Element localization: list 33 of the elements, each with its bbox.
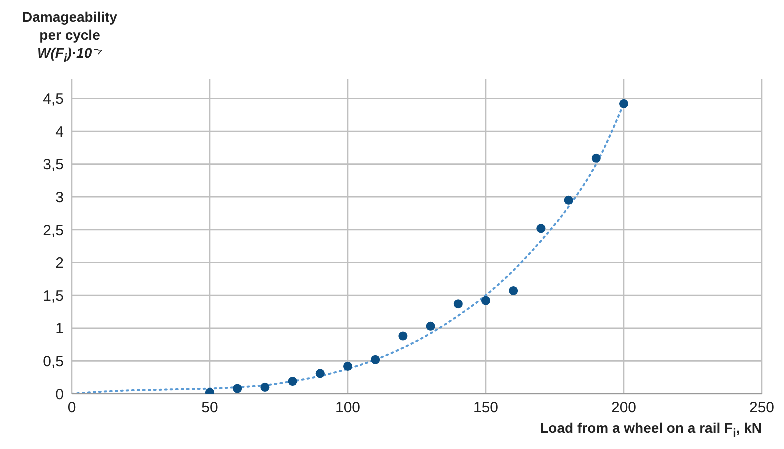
point [509,286,518,296]
x-axis-title: Load from a wheel on a rail F$_{i}$, kN [540,420,762,440]
y-tick-label: 3 [56,189,64,206]
y-axis-title: Damageability per cycle W(F$_{i}$)·10⁻⁷ [22,8,118,67]
point [233,384,242,394]
x-tick-label: 200 [611,400,637,417]
x-tick-label: 100 [335,400,361,417]
point [564,196,574,205]
point [619,99,629,108]
point [260,382,270,392]
point [398,332,408,341]
x-tick-label: 0 [68,400,76,417]
y-tick-label: 4,5 [43,91,64,108]
y-tick-label: 3,5 [43,156,64,174]
y-tick-label: 1,5 [43,288,64,305]
point [426,322,436,331]
y-tick-label: 0 [56,386,64,404]
point [454,300,463,309]
y-tick-label: 2,5 [43,222,64,240]
x-tick-label: 150 [473,400,499,417]
y-tick-label: 0,5 [43,354,64,371]
point [536,224,546,234]
point [288,377,298,386]
y-tick-label: 2 [56,255,64,272]
y-tick-label: 4 [56,124,64,141]
point [343,362,353,371]
point [316,369,325,378]
y-tick-label: 1 [56,320,64,338]
x-tick-label: 250 [749,400,775,417]
x-tick-label: 50 [202,400,218,417]
point [371,355,380,364]
point [481,296,491,306]
point [592,154,601,163]
